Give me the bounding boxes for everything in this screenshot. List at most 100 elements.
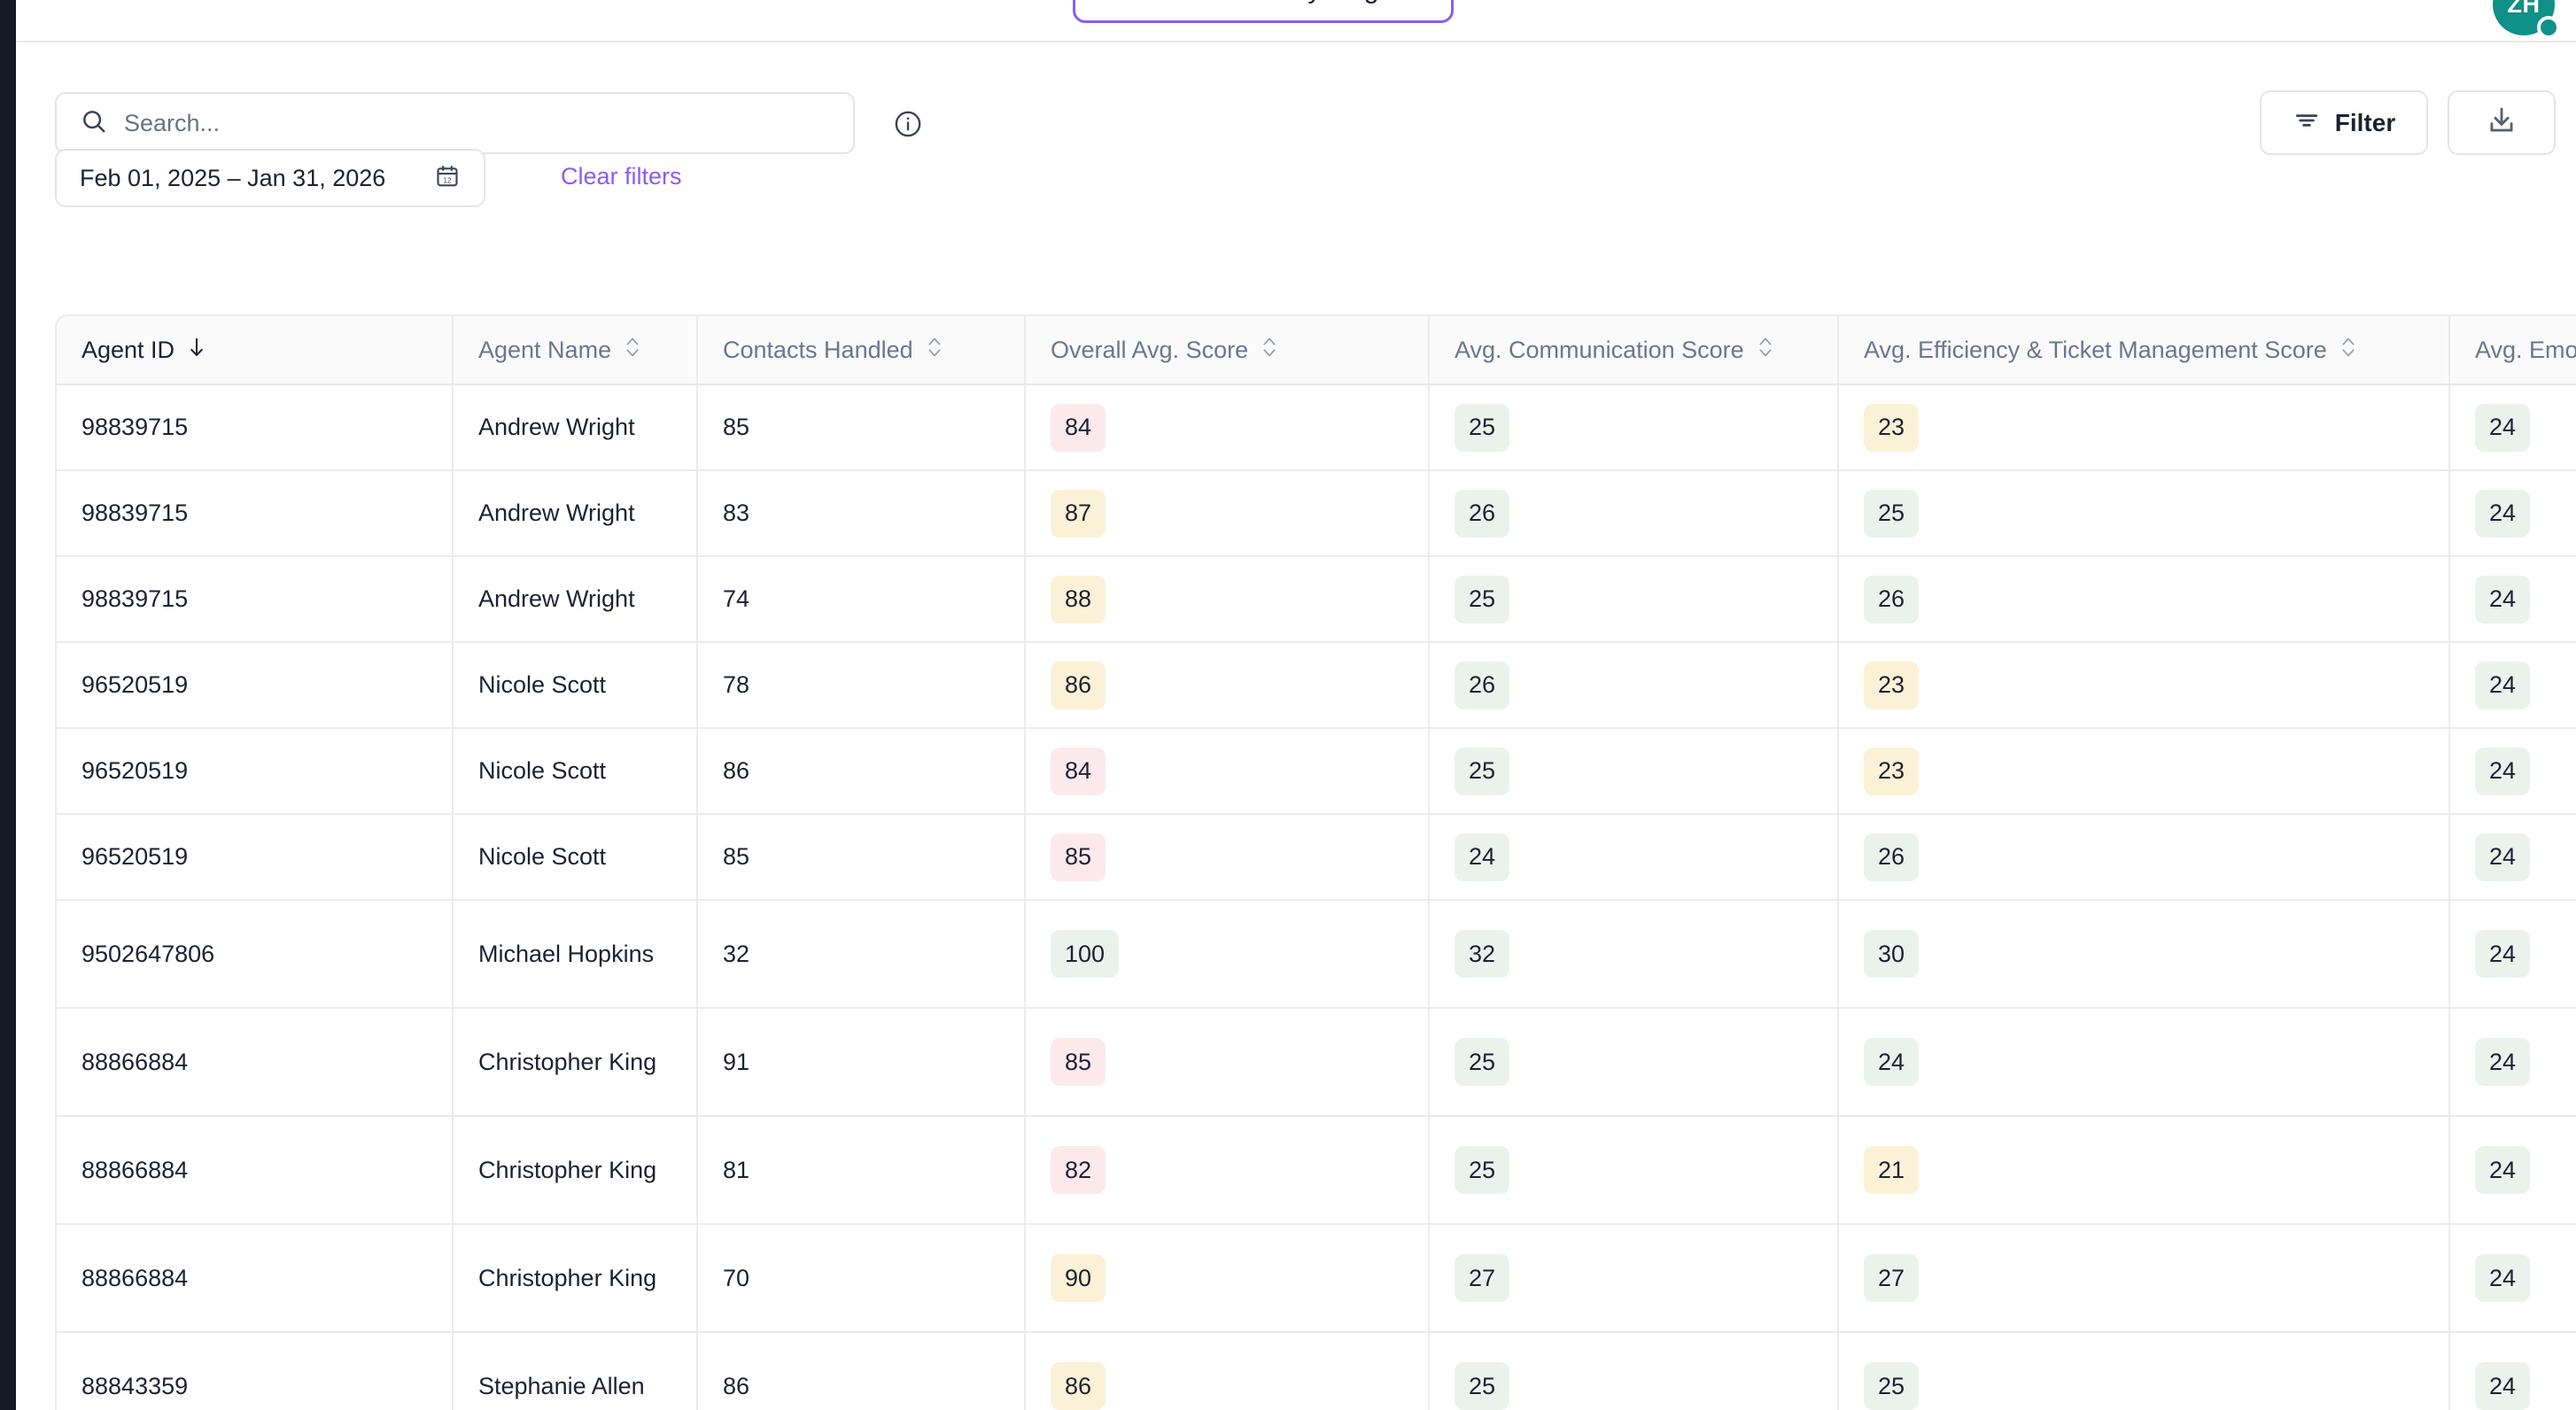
calendar-icon: 12 [434, 163, 461, 194]
score-badge: 21 [1864, 1146, 1920, 1194]
cell-avg-communication-score: 25 [1430, 1009, 1839, 1117]
table-row[interactable]: 88843359 Stephanie Allen 86 86 25 25 24 [55, 1333, 2576, 1410]
score-badge: 24 [2475, 575, 2531, 624]
table-row[interactable]: 88866884 Christopher King 70 90 27 27 24 [55, 1225, 2576, 1333]
column-header-avg-communication-score[interactable]: Avg. Communication Score [1430, 314, 1839, 385]
cell-agent-id: 98839715 [55, 557, 454, 643]
cell-avg-emotion-score: 24 [2450, 729, 2576, 815]
table-row[interactable]: 96520519 Nicole Scott 85 85 24 26 24 [55, 815, 2576, 901]
cell-avg-communication-score: 26 [1430, 471, 1839, 557]
cell-agent-name: Andrew Wright [454, 471, 698, 557]
score-badge: 24 [2475, 747, 2531, 795]
left-sidebar-rail [0, 0, 16, 1410]
score-badge: 23 [1864, 661, 1920, 709]
cell-avg-emotion-score: 24 [2450, 1009, 2576, 1117]
score-badge: 27 [1864, 1254, 1920, 1302]
cell-overall-avg-score: 90 [1026, 1225, 1430, 1333]
cell-overall-avg-score: 86 [1026, 643, 1430, 729]
cell-overall-avg-score: 85 [1026, 1009, 1430, 1117]
table-row[interactable]: 98839715 Andrew Wright 74 88 25 26 24 [55, 557, 2576, 643]
table-row[interactable]: 88866884 Christopher King 81 82 25 21 24 [55, 1117, 2576, 1225]
score-badge: 100 [1051, 930, 1120, 978]
score-badge: 86 [1051, 1362, 1106, 1410]
cell-contacts-handled: 81 [698, 1117, 1026, 1225]
cell-agent-name: Andrew Wright [454, 557, 698, 643]
filter-row: Feb 01, 2025 – Jan 31, 2026 12 Clear fil… [16, 140, 2576, 216]
column-header-agent-id[interactable]: Agent ID [55, 314, 454, 385]
table-row[interactable]: 96520519 Nicole Scott 78 86 26 23 24 [55, 643, 2576, 729]
table-row[interactable]: 98839715 Andrew Wright 83 87 26 25 24 [55, 471, 2576, 557]
cell-avg-emotion-score: 24 [2450, 1225, 2576, 1333]
score-badge: 25 [1455, 403, 1510, 452]
cell-contacts-handled: 83 [698, 471, 1026, 557]
ask-me-anything-button[interactable]: ✦ Ask me anything [1073, 0, 1454, 23]
score-badge: 24 [1455, 833, 1510, 881]
score-badge: 24 [2475, 1362, 2531, 1410]
sparkle-icon: ✦ [1148, 0, 1170, 4]
toolbar: Search... Filter [16, 43, 2576, 155]
score-badge: 87 [1051, 489, 1106, 538]
column-header-contacts-handled[interactable]: Contacts Handled [698, 314, 1026, 385]
table-body: 98839715 Andrew Wright 85 84 25 23 24 98839715 A… [55, 385, 2576, 1410]
table-row[interactable]: 88866884 Christopher King 91 85 25 24 24 [55, 1009, 2576, 1117]
cell-avg-communication-score: 25 [1430, 1333, 1839, 1410]
table-row[interactable]: 9502647806 Michael Hopkins 32 100 32 30 24 [55, 901, 2576, 1009]
score-badge: 24 [2475, 1146, 2531, 1194]
cell-agent-id: 96520519 [55, 643, 454, 729]
cell-contacts-handled: 85 [698, 815, 1026, 901]
cell-overall-avg-score: 82 [1026, 1117, 1430, 1225]
sort-desc-icon [187, 336, 206, 365]
info-circle-icon[interactable] [893, 109, 923, 139]
cell-contacts-handled: 91 [698, 1009, 1026, 1117]
download-button[interactable] [2448, 90, 2556, 155]
cell-avg-efficiency-score: 25 [1839, 1333, 2450, 1410]
cell-avg-efficiency-score: 23 [1839, 729, 2450, 815]
cell-avg-efficiency-score: 26 [1839, 557, 2450, 643]
score-badge: 25 [1455, 575, 1510, 624]
avatar-initials: ZH [2507, 0, 2541, 18]
sort-none-icon [1261, 335, 1278, 366]
cell-avg-communication-score: 32 [1430, 901, 1839, 1009]
cell-contacts-handled: 78 [698, 643, 1026, 729]
agents-table: Agent ID Agent Name [55, 314, 2576, 1410]
cell-agent-name: Christopher King [454, 1225, 698, 1333]
cell-avg-emotion-score: 24 [2450, 557, 2576, 643]
cell-agent-name: Stephanie Allen [454, 1333, 698, 1410]
score-badge: 24 [2475, 403, 2531, 452]
column-header-agent-name[interactable]: Agent Name [454, 314, 698, 385]
score-badge: 30 [1864, 930, 1920, 978]
score-badge: 24 [2475, 930, 2531, 978]
date-range-picker[interactable]: Feb 01, 2025 – Jan 31, 2026 12 [55, 149, 485, 207]
score-badge: 86 [1051, 661, 1106, 709]
clear-filters-link[interactable]: Clear filters [561, 163, 682, 190]
cell-avg-communication-score: 25 [1430, 729, 1839, 815]
cell-contacts-handled: 74 [698, 557, 1026, 643]
cell-avg-efficiency-score: 24 [1839, 1009, 2450, 1117]
cell-avg-efficiency-score: 30 [1839, 901, 2450, 1009]
score-badge: 84 [1051, 403, 1106, 452]
filter-button-label: Filter [2334, 108, 2396, 136]
filter-button[interactable]: Filter [2260, 90, 2428, 155]
cell-agent-name: Christopher King [454, 1009, 698, 1117]
column-header-overall-avg-score[interactable]: Overall Avg. Score [1026, 314, 1430, 385]
cell-contacts-handled: 32 [698, 901, 1026, 1009]
cell-avg-efficiency-score: 26 [1839, 815, 2450, 901]
column-header-avg-efficiency-ticket-management-score[interactable]: Avg. Efficiency & Ticket Management Scor… [1839, 314, 2450, 385]
score-badge: 26 [1864, 575, 1920, 624]
column-header-avg-emotion-intelligence-score[interactable]: Avg. Emotion I [2450, 314, 2576, 385]
cell-contacts-handled: 86 [698, 1333, 1026, 1410]
score-badge: 88 [1051, 575, 1106, 624]
score-badge: 25 [1455, 747, 1510, 795]
cell-agent-id: 96520519 [55, 729, 454, 815]
agents-table-container[interactable]: Agent ID Agent Name [55, 314, 2576, 1410]
column-header-label: Overall Avg. Score [1051, 336, 1249, 363]
cell-overall-avg-score: 84 [1026, 729, 1430, 815]
cell-avg-emotion-score: 24 [2450, 901, 2576, 1009]
table-row[interactable]: 98839715 Andrew Wright 85 84 25 23 24 [55, 385, 2576, 471]
top-bar: ✦ Ask me anything ZH [16, 0, 2576, 43]
table-row[interactable]: 96520519 Nicole Scott 86 84 25 23 24 [55, 729, 2576, 815]
cell-overall-avg-score: 85 [1026, 815, 1430, 901]
cell-avg-efficiency-score: 23 [1839, 643, 2450, 729]
svg-text:12: 12 [444, 176, 452, 184]
score-badge: 26 [1455, 489, 1510, 538]
